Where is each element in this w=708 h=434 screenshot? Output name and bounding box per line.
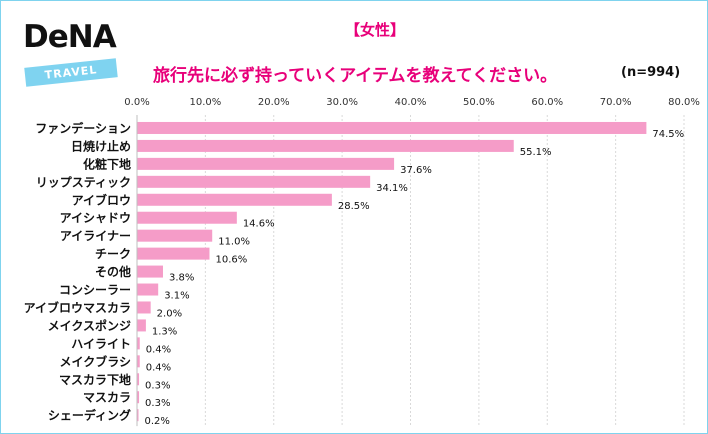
dena-travel-logo: DeNA TRAVEL	[23, 19, 133, 89]
value-label: 74.5%	[652, 129, 684, 140]
category-label: アイライナー	[60, 229, 131, 243]
category-label: コンシーラー	[59, 283, 131, 297]
x-tick-label: 50.0%	[463, 97, 495, 108]
bar	[137, 301, 151, 314]
bar	[137, 121, 647, 134]
value-label: 11.0%	[218, 237, 250, 248]
category-label: メイクブラシ	[59, 354, 131, 369]
category-label: アイブロウ	[72, 192, 131, 207]
value-label: 3.1%	[164, 291, 189, 302]
value-label: 0.4%	[146, 362, 171, 373]
bar	[137, 157, 395, 170]
x-tick-label: 10.0%	[189, 97, 221, 108]
bar	[137, 247, 210, 260]
x-tick-label: 80.0%	[668, 97, 700, 108]
bar	[137, 409, 139, 422]
bar	[137, 355, 140, 368]
value-label: 10.6%	[215, 255, 247, 266]
logo-wordmark: DeNA	[23, 19, 117, 55]
bar	[137, 193, 332, 206]
value-label: 0.2%	[145, 416, 170, 427]
chart-title: 【女性】	[345, 21, 406, 39]
bar	[137, 319, 146, 332]
x-tick-label: 60.0%	[531, 97, 563, 108]
bar	[137, 337, 140, 350]
x-tick-label: 0.0%	[124, 97, 149, 108]
value-label: 0.3%	[145, 398, 170, 409]
category-label: アイシャドウ	[60, 211, 131, 225]
category-label: 日焼け止め	[71, 138, 131, 153]
value-label: 0.4%	[146, 344, 171, 355]
category-label: シェーディング	[48, 408, 131, 423]
value-label: 55.1%	[520, 147, 552, 158]
value-label: 2.0%	[157, 308, 182, 319]
bar	[137, 283, 159, 296]
x-tick-label: 30.0%	[326, 97, 358, 108]
category-label: 化粧下地	[83, 156, 131, 171]
chart-subtitle: 旅行先に必ず持っていくアイテムを教えてください。	[153, 66, 558, 86]
category-label: チーク	[95, 247, 131, 261]
bar	[137, 391, 140, 404]
x-tick-label: 20.0%	[258, 97, 290, 108]
value-label: 1.3%	[152, 326, 177, 337]
value-label: 37.6%	[400, 165, 432, 176]
category-label: アイブロウマスカラ	[24, 300, 131, 315]
bar	[137, 265, 163, 278]
category-label: ファンデーション	[35, 120, 131, 135]
bar	[137, 229, 213, 242]
category-label: マスカラ下地	[59, 372, 131, 387]
bar	[137, 139, 514, 152]
category-label: マスカラ	[83, 391, 131, 405]
bar	[137, 175, 371, 188]
value-label: 14.6%	[243, 219, 275, 230]
x-tick-label: 40.0%	[395, 97, 427, 108]
category-label: その他	[95, 264, 131, 279]
value-label: 3.8%	[169, 273, 194, 284]
sample-size-label: (n=994)	[621, 65, 681, 80]
value-label: 34.1%	[376, 183, 408, 194]
x-tick-label: 70.0%	[600, 97, 632, 108]
bar	[137, 211, 237, 224]
bar	[137, 373, 140, 386]
value-label: 28.5%	[338, 201, 370, 212]
category-label: ハイライト	[71, 337, 131, 351]
value-label: 0.3%	[145, 380, 170, 391]
category-label: リップスティック	[36, 174, 131, 189]
category-label: メイクスポンジ	[48, 318, 131, 333]
